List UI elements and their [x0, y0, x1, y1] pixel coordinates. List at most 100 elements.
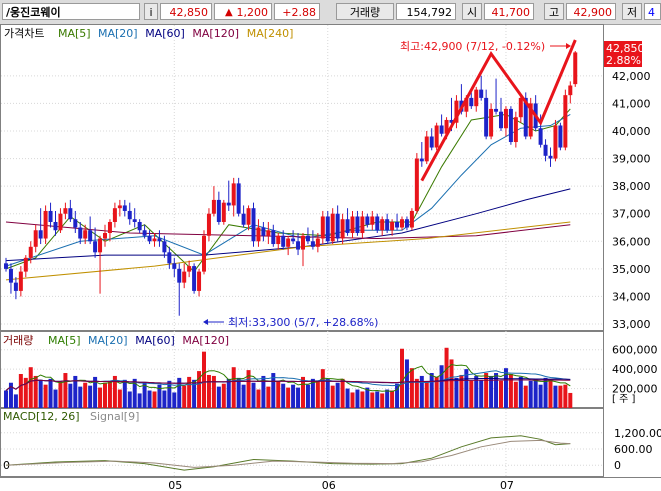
- candle-body: [28, 246, 33, 258]
- volume-bar: [48, 378, 53, 408]
- volume-bar: [147, 390, 152, 408]
- candle-body: [147, 235, 152, 242]
- volume-bar: [202, 351, 206, 408]
- legend-entry: MA[5]: [58, 27, 91, 40]
- candle-body: [424, 136, 429, 162]
- legend-entry: MA[60]: [135, 334, 175, 347]
- volume-bar: [325, 378, 330, 408]
- volume-bar: [424, 381, 429, 408]
- current-price-tag-pct: 2.88%: [606, 54, 641, 67]
- candle-body: [503, 108, 508, 129]
- info-button[interactable]: i: [144, 3, 158, 20]
- candle-body: [271, 230, 276, 245]
- change-box: ▲ 1,200: [214, 3, 272, 20]
- volume-bar: [226, 378, 231, 408]
- chart-area[interactable]: 33,000 34,000 35,000 36,000 37,000 38,000 39,0…: [0, 24, 661, 491]
- volume-bar: [563, 384, 568, 408]
- price-tick-label: 40,000: [612, 125, 651, 138]
- volume-bar: [315, 380, 320, 408]
- candle-body: [291, 238, 296, 242]
- volume-bar: [330, 385, 335, 408]
- volume-bar: [58, 381, 63, 408]
- volume-bar: [142, 382, 147, 408]
- volume-bar: [98, 387, 103, 408]
- volume-bar: [360, 391, 365, 408]
- open-label: 시: [462, 3, 482, 20]
- candle-body: [489, 108, 494, 137]
- ma-line-60: [5, 188, 571, 262]
- macd-signal-legend: Signal[9]: [90, 410, 139, 423]
- volume-bar: [449, 359, 454, 408]
- volume-bar: [479, 379, 484, 408]
- low-label: 저: [622, 3, 642, 20]
- candle-body: [206, 213, 211, 236]
- volume-bar: [211, 375, 216, 408]
- volume-bar: [18, 374, 23, 408]
- volume-bar: [444, 347, 449, 408]
- volume-bar: [276, 380, 281, 408]
- stock-name-field[interactable]: /웅진코웨이: [2, 3, 140, 20]
- candle-body: [370, 216, 375, 225]
- volume-tick-label: 600,000: [612, 344, 658, 357]
- price-tick-label: 38,000: [612, 180, 651, 193]
- candle-body: [137, 221, 142, 231]
- volume-bar: [518, 376, 523, 408]
- volume-bar: [409, 368, 414, 408]
- volume-bar: [404, 359, 409, 408]
- current-price-tag-value: 42,850: [606, 42, 645, 55]
- volume-bar: [261, 375, 266, 408]
- volume-bar: [305, 384, 310, 408]
- volume-bars: [4, 347, 573, 408]
- macd-series-line: [5, 435, 571, 471]
- volume-bar: [73, 375, 78, 408]
- volume-bar: [503, 368, 508, 408]
- volume-bar: [523, 385, 528, 408]
- high-label: 고: [544, 3, 564, 20]
- volume-bar: [543, 377, 548, 408]
- candle-body: [563, 95, 568, 148]
- volume-bar: [301, 376, 305, 408]
- candle-body: [216, 199, 221, 222]
- volume-bar: [548, 380, 553, 408]
- volume-ma-lines: [5, 363, 571, 393]
- price-tick-label: 41,000: [612, 97, 651, 110]
- volume-tick-label: 200,000: [612, 383, 658, 396]
- candle-body: [523, 97, 528, 137]
- candle-body: [340, 219, 345, 239]
- macd-tick-label: 1,200.00: [614, 427, 661, 440]
- volume-bar: [33, 375, 38, 408]
- candle-body: [355, 216, 360, 234]
- price-tick-label: 34,000: [612, 290, 651, 303]
- legend-entry: MA[5]: [48, 334, 81, 347]
- candle-body: [18, 271, 23, 291]
- volume-bar: [459, 374, 464, 408]
- volume-bar: [231, 367, 236, 408]
- candle-body: [385, 219, 390, 231]
- candle-body: [469, 97, 474, 107]
- candle-body: [187, 266, 192, 272]
- candle-body: [256, 227, 261, 242]
- candle-body: [202, 235, 206, 272]
- candle-body: [454, 100, 459, 123]
- volume-bar: [528, 380, 533, 408]
- candle-body: [419, 158, 424, 162]
- candle-body: [117, 205, 122, 209]
- candle-body: [221, 202, 226, 222]
- candle-body: [43, 210, 48, 239]
- volume-bar: [78, 386, 83, 408]
- candle-body: [167, 252, 172, 264]
- candle-body: [236, 183, 241, 214]
- candle-body: [543, 144, 548, 156]
- volume-bar: [380, 393, 385, 408]
- candle-body: [518, 97, 523, 118]
- candle-body: [251, 208, 256, 242]
- candle-body: [568, 85, 573, 96]
- volume-bar: [365, 387, 370, 408]
- candle-body: [553, 125, 558, 159]
- candle-body: [127, 210, 132, 220]
- min-arrow-head: [203, 319, 208, 325]
- candle-body: [429, 136, 434, 148]
- legend-entry: MA[120]: [182, 334, 229, 347]
- volume-bar: [489, 375, 494, 408]
- up-arrow-icon: ▲: [225, 7, 233, 18]
